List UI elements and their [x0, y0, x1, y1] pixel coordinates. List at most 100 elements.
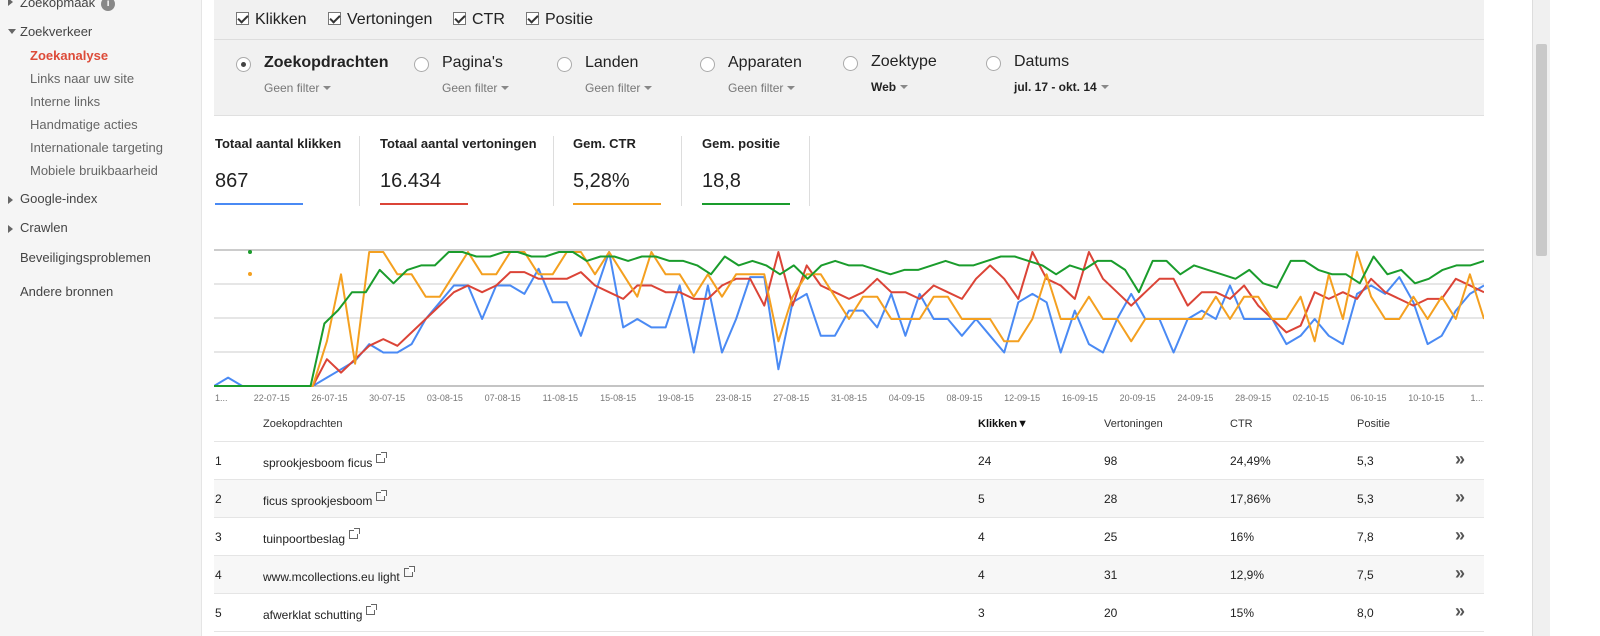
row-ctr: 15% [1230, 606, 1255, 620]
radio-icon[interactable] [557, 57, 572, 72]
series-dot-positie [248, 250, 252, 254]
performance-chart[interactable]: 1... 22-07-15 26-07-15 30-07-15 03-08-15 07-0… [214, 248, 1484, 408]
sidebar-item-zoekverkeer[interactable]: Zoekverkeer [20, 24, 93, 39]
metric-label: Gem. CTR [573, 136, 636, 151]
caret-down-icon [644, 86, 653, 90]
sidebar-item-google-index[interactable]: Google-index [20, 191, 98, 206]
filter-label: jul. 17 - okt. 14 [1014, 80, 1097, 94]
query-link[interactable]: ficus sprookjesboom [263, 490, 388, 508]
row-expand-icon[interactable]: » [1455, 525, 1465, 545]
filter-label: Geen filter [585, 81, 641, 95]
checkbox-label: Vertoningen [347, 11, 433, 28]
series-line-ctr[interactable] [214, 251, 1484, 387]
column-header-label: Klikken [978, 418, 1018, 430]
table-row[interactable]: 1 sprookjesboom ficus 24 98 24,49% 5,3 » [214, 442, 1484, 480]
scrollbar-thumb[interactable] [1536, 44, 1547, 256]
dimension-label: Zoekopdrachten [264, 54, 389, 71]
external-link-icon[interactable] [403, 566, 415, 577]
dimension-label: Pagina's [442, 54, 503, 71]
collapse-arrow-icon[interactable] [8, 29, 16, 34]
checkbox-klikken[interactable]: Klikken [236, 11, 307, 29]
filter-dropdown[interactable]: Geen filter [728, 81, 796, 95]
metric-color-bar [573, 203, 661, 205]
row-expand-icon[interactable]: » [1455, 563, 1465, 583]
expand-arrow-icon[interactable] [8, 196, 13, 204]
external-link-icon[interactable] [376, 452, 388, 463]
query-link[interactable]: tuinpoortbeslag [263, 528, 361, 546]
radio-selected-icon[interactable] [236, 57, 251, 72]
dimension-label: Landen [585, 54, 639, 71]
external-link-icon[interactable] [376, 490, 388, 501]
checkbox-label: CTR [472, 11, 505, 28]
row-impressions: 28 [1104, 492, 1118, 506]
sidebar-item-andere-bronnen[interactable]: Andere bronnen [20, 284, 114, 299]
checkbox-icon[interactable] [453, 12, 466, 25]
external-link-icon[interactable] [349, 528, 361, 539]
expand-arrow-icon[interactable] [8, 225, 13, 233]
query-link[interactable]: sprookjesboom ficus [263, 452, 388, 470]
column-header-impressions[interactable]: Vertoningen [1104, 418, 1163, 430]
sidebar-item-zoekanalyse[interactable]: Zoekanalyse [30, 48, 109, 63]
column-header-query[interactable]: Zoekopdrachten [263, 418, 343, 430]
total-impressions[interactable]: Totaal aantal vertoningen 16.434 [380, 136, 537, 206]
column-header-position[interactable]: Positie [1357, 418, 1391, 430]
external-link-icon[interactable] [366, 604, 378, 615]
sidebar-item-handmatige-acties[interactable]: Handmatige acties [30, 117, 138, 132]
x-tick-label: 28-09-15 [1235, 393, 1271, 403]
checkbox-icon[interactable] [526, 12, 539, 25]
radio-icon[interactable] [843, 56, 858, 71]
filter-dropdown[interactable]: Geen filter [585, 81, 653, 95]
checkbox-icon[interactable] [328, 12, 341, 25]
row-ctr: 16% [1230, 530, 1255, 544]
row-position: 7,8 [1357, 530, 1374, 544]
sidebar-item-zoekopmaak[interactable]: Zoekopmaak i [20, 0, 116, 11]
caret-down-icon [1100, 85, 1109, 89]
metric-label: Totaal aantal klikken [215, 136, 342, 151]
query-link[interactable]: afwerklat schutting [263, 604, 378, 622]
x-tick-label: 07-08-15 [485, 393, 521, 403]
checkbox-ctr[interactable]: CTR [453, 11, 505, 29]
filter-dropdown[interactable]: Geen filter [442, 81, 510, 95]
column-header-ctr[interactable]: CTR [1230, 418, 1253, 430]
table-row[interactable]: 2 ficus sprookjesboom 5 28 17,86% 5,3 » [214, 480, 1484, 518]
query-link[interactable]: www.mcollections.eu light [263, 566, 415, 584]
divider [359, 136, 360, 206]
sidebar-item-crawlen[interactable]: Crawlen [20, 220, 68, 235]
radio-icon[interactable] [414, 57, 429, 72]
sidebar-item-links[interactable]: Links naar uw site [30, 71, 135, 86]
row-expand-icon[interactable]: » [1455, 487, 1465, 507]
series-line-positie[interactable] [214, 251, 1484, 387]
expand-arrow-icon[interactable] [8, 0, 13, 6]
info-icon[interactable]: i [101, 0, 116, 11]
avg-ctr[interactable]: Gem. CTR 5,28% [573, 136, 661, 206]
radio-icon[interactable] [700, 57, 715, 72]
sidebar-item-beveiligingsproblemen[interactable]: Beveiligingsproblemen [20, 250, 151, 265]
date-range-dropdown[interactable]: jul. 17 - okt. 14 [1014, 80, 1109, 94]
filter-dropdown[interactable]: Geen filter [264, 81, 332, 95]
checkbox-positie[interactable]: Positie [526, 11, 593, 29]
row-clicks: 4 [978, 530, 985, 544]
sidebar-item-interne-links[interactable]: Interne links [30, 94, 101, 109]
sidebar-item-mobiele-bruikbaarheid[interactable]: Mobiele bruikbaarheid [30, 163, 158, 178]
checkbox-vertoningen[interactable]: Vertoningen [328, 11, 432, 29]
row-expand-icon[interactable]: » [1455, 449, 1465, 469]
avg-position[interactable]: Gem. positie 18,8 [702, 136, 790, 206]
metric-toggle-bar: Klikken Vertoningen CTR Positie [214, 0, 1484, 40]
table-row[interactable]: 3 tuinpoortbeslag 4 25 16% 7,8 » [214, 518, 1484, 556]
x-tick-label: 15-08-15 [600, 393, 636, 403]
query-text: sprookjesboom ficus [263, 456, 373, 470]
table-row[interactable]: 4 www.mcollections.eu light 4 31 12,9% 7,5 » [214, 556, 1484, 594]
table-row[interactable]: 5 afwerklat schutting 3 20 15% 8,0 » [214, 594, 1484, 632]
sidebar-item-internationale-targeting[interactable]: Internationale targeting [30, 140, 163, 155]
checkbox-label: Positie [545, 11, 594, 28]
vertical-scrollbar[interactable] [1532, 0, 1550, 636]
column-header-clicks[interactable]: Klikken▼ [978, 418, 1028, 430]
radio-icon[interactable] [986, 56, 1001, 71]
x-tick-label: 08-09-15 [946, 393, 982, 403]
zoektype-dropdown[interactable]: Web [871, 80, 909, 94]
row-ctr: 24,49% [1230, 454, 1271, 468]
row-expand-icon[interactable]: » [1455, 601, 1465, 621]
total-clicks[interactable]: Totaal aantal klikken 867 [215, 136, 341, 206]
checkbox-icon[interactable] [236, 12, 249, 25]
metric-color-bar [215, 203, 303, 205]
